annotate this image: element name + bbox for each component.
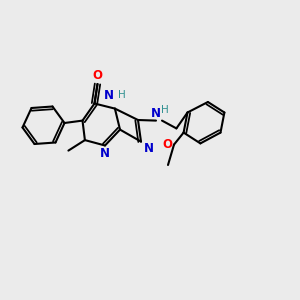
Text: N: N [150, 107, 161, 120]
Text: O: O [92, 69, 103, 82]
Text: H: H [118, 90, 126, 100]
Text: O: O [163, 138, 172, 151]
Text: H: H [161, 105, 169, 115]
Text: N: N [100, 147, 110, 160]
Text: N: N [143, 142, 153, 155]
Text: N: N [103, 89, 113, 102]
